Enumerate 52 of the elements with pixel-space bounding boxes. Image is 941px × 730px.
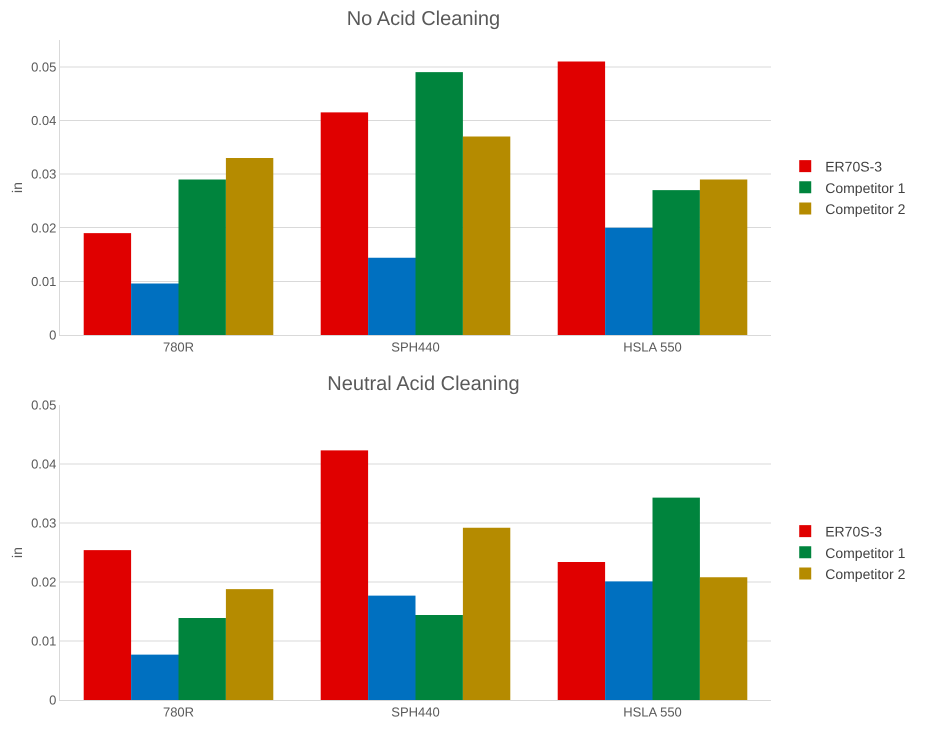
bar [320,450,368,700]
bar [131,284,178,335]
y-tick-label: 0.04 [31,113,56,128]
bar [84,550,132,700]
bar [131,654,178,700]
y-tick-label: 0.05 [31,398,56,413]
bar [462,136,510,335]
y-tick-label: 0.03 [31,516,56,531]
bar [652,190,700,335]
bar [368,596,416,700]
bar [226,158,274,335]
bar [416,615,463,700]
x-tick-label: 780R [162,704,194,720]
x-tick-label: SPH440 [391,340,440,355]
y-tick-label: 0.02 [31,574,56,590]
bar [416,72,463,335]
bar [368,258,416,335]
bar [558,61,606,335]
y-tick-label: 0.03 [31,166,56,182]
bar [84,233,132,335]
chart-title: Neutral Acid Cleaning [327,372,520,395]
bar [462,528,510,700]
bar [178,618,226,700]
y-tick-label: 0.02 [31,220,56,236]
bar [226,589,274,700]
bar [605,581,652,700]
y-tick-label: 0.04 [31,456,56,472]
bar [652,498,700,700]
y-tick-label: 0.01 [31,634,56,649]
y-tick-label: 0 [49,328,56,343]
legend-label: Competitor 2 [825,200,906,217]
x-tick-label: HSLA 550 [623,340,682,355]
bar [700,179,748,335]
legend-label: Competitor 1 [825,180,906,196]
y-tick-label: 0.05 [31,59,56,74]
bar [605,228,652,335]
bar [320,112,368,335]
legend-label: Competitor 1 [825,544,906,561]
bar [178,179,226,335]
x-tick-label: 780R [162,340,194,355]
legend-label: Competitor 2 [825,566,906,582]
x-tick-label: SPH440 [391,704,440,720]
x-tick-label: HSLA 550 [623,704,682,720]
y-tick-label: 0 [49,692,56,708]
legend-label: ER70S-3 [825,524,882,540]
legend-label: ER70S-3 [825,158,882,175]
y-axis-title: in [9,182,25,193]
bar [558,562,606,700]
y-tick-label: 0.01 [31,274,56,289]
chart-title: No Acid Cleaning [346,8,500,30]
bar [700,577,748,700]
y-axis-title: in [9,547,25,558]
